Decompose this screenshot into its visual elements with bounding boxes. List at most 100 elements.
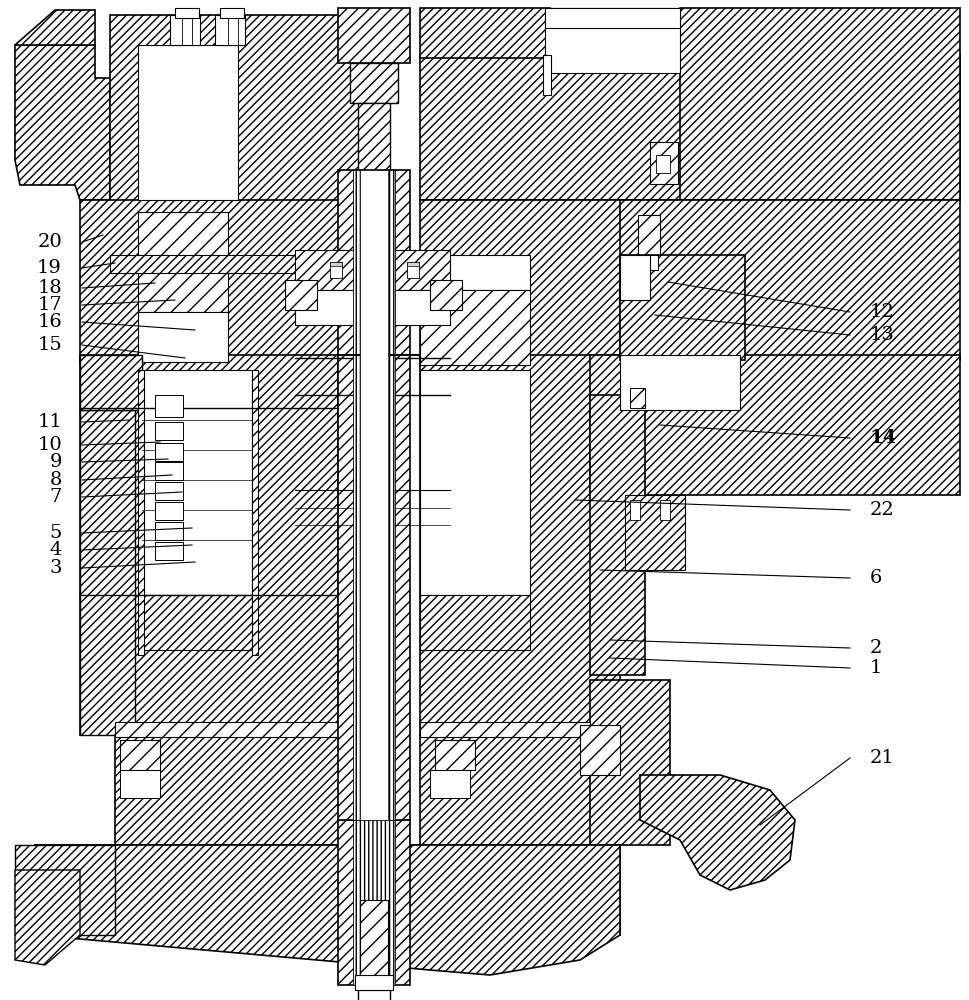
Bar xyxy=(330,262,342,278)
Bar xyxy=(115,735,340,845)
Text: 12: 12 xyxy=(870,303,894,321)
Bar xyxy=(110,255,340,273)
Bar xyxy=(80,355,142,410)
Bar xyxy=(155,443,183,461)
Bar xyxy=(353,820,395,985)
Bar xyxy=(252,370,258,655)
Bar xyxy=(285,280,317,310)
Bar xyxy=(360,900,388,990)
Text: 10: 10 xyxy=(37,436,62,454)
Text: 11: 11 xyxy=(37,413,62,431)
Text: 19: 19 xyxy=(37,259,62,277)
Bar xyxy=(295,290,450,325)
Bar xyxy=(430,280,462,310)
Bar xyxy=(115,722,340,737)
Text: 7: 7 xyxy=(49,488,62,506)
Text: 18: 18 xyxy=(37,279,62,297)
Text: 3: 3 xyxy=(49,559,62,577)
Text: 21: 21 xyxy=(870,749,894,767)
Text: 2: 2 xyxy=(870,639,883,657)
Bar xyxy=(420,355,620,735)
Bar xyxy=(120,770,160,798)
Bar xyxy=(338,820,410,985)
Bar xyxy=(420,8,550,58)
Bar xyxy=(80,358,135,408)
Bar xyxy=(420,595,530,650)
Text: 4: 4 xyxy=(49,541,62,559)
Bar xyxy=(620,255,745,360)
Text: 8: 8 xyxy=(49,471,62,489)
Bar xyxy=(625,495,685,570)
Bar xyxy=(138,45,238,200)
Bar xyxy=(155,462,183,480)
Bar xyxy=(355,975,393,990)
Bar xyxy=(353,170,395,820)
Text: 1: 1 xyxy=(870,659,883,677)
Bar xyxy=(420,55,960,200)
Polygon shape xyxy=(15,45,110,200)
Bar xyxy=(420,290,530,365)
Bar xyxy=(648,255,658,270)
Bar xyxy=(215,15,245,45)
Text: 9: 9 xyxy=(49,453,62,471)
Polygon shape xyxy=(15,10,95,45)
Bar xyxy=(120,740,160,770)
Bar xyxy=(545,8,680,73)
Bar xyxy=(80,410,135,735)
Bar xyxy=(590,395,645,675)
Bar xyxy=(220,8,244,18)
Text: 22: 22 xyxy=(870,501,894,519)
Bar xyxy=(155,542,183,560)
Bar xyxy=(155,482,183,500)
Bar xyxy=(420,735,620,845)
Polygon shape xyxy=(35,845,620,975)
Bar xyxy=(138,312,228,362)
Bar xyxy=(650,142,678,184)
Bar xyxy=(138,370,144,655)
Bar xyxy=(590,680,670,845)
Bar xyxy=(407,262,419,278)
Text: 15: 15 xyxy=(37,336,62,354)
Text: 20: 20 xyxy=(37,233,62,251)
Bar xyxy=(142,595,252,650)
Bar xyxy=(35,845,620,935)
Bar xyxy=(142,370,252,595)
Bar xyxy=(680,8,960,200)
Bar xyxy=(656,155,670,173)
Polygon shape xyxy=(15,845,115,935)
Bar xyxy=(420,200,670,365)
Bar xyxy=(638,215,660,260)
Bar xyxy=(155,502,183,520)
Bar xyxy=(80,355,338,735)
Bar xyxy=(295,250,450,290)
Text: 14: 14 xyxy=(870,429,897,447)
Bar xyxy=(660,500,670,520)
Text: 17: 17 xyxy=(37,296,62,314)
Bar xyxy=(155,395,183,417)
Bar xyxy=(435,740,475,770)
Bar xyxy=(630,388,645,408)
Bar xyxy=(138,212,228,312)
Bar xyxy=(545,8,680,28)
Bar xyxy=(420,255,530,290)
Bar xyxy=(590,355,960,495)
Bar xyxy=(110,15,365,220)
Bar xyxy=(80,200,340,365)
Bar xyxy=(155,422,183,440)
Bar xyxy=(350,63,398,103)
Bar xyxy=(358,103,390,173)
Bar xyxy=(330,262,342,266)
Bar xyxy=(175,8,199,18)
Text: 6: 6 xyxy=(870,569,883,587)
Bar xyxy=(407,262,419,266)
Bar xyxy=(620,200,960,360)
Bar xyxy=(170,15,200,45)
Bar xyxy=(580,725,620,775)
Polygon shape xyxy=(640,775,795,890)
Text: 13: 13 xyxy=(870,326,895,344)
Polygon shape xyxy=(15,870,80,965)
Bar xyxy=(620,355,740,410)
Bar xyxy=(338,8,410,63)
Bar xyxy=(630,500,640,520)
Bar xyxy=(420,722,590,737)
